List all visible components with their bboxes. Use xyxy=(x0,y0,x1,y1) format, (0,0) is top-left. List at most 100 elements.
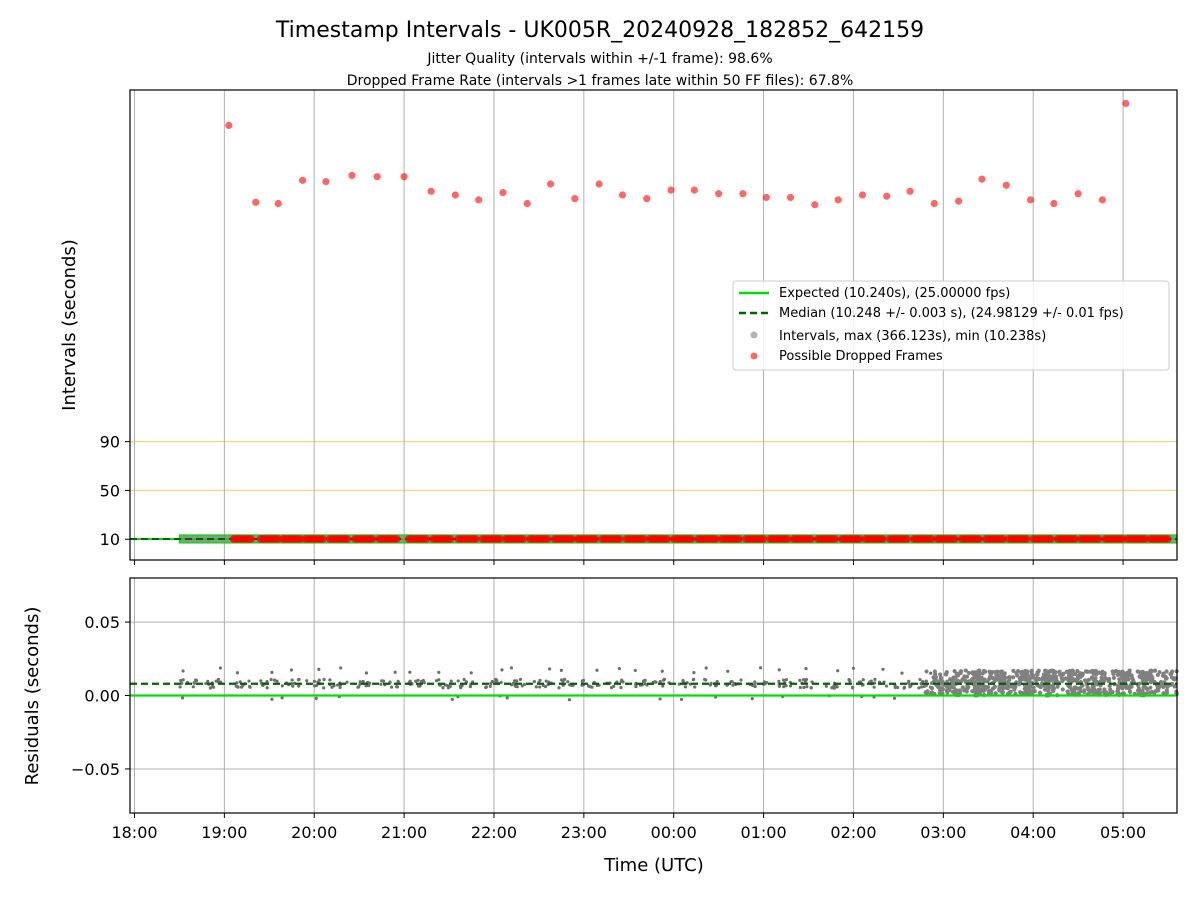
residual-point xyxy=(1050,683,1056,689)
residual-point xyxy=(777,668,781,672)
residual-point xyxy=(929,686,935,691)
chart-subtitle-jitter: Jitter Quality (intervals within +/-1 fr… xyxy=(426,51,772,67)
x-tick-label: 05:00 xyxy=(1100,823,1146,842)
residual-point xyxy=(1171,676,1176,681)
residual-point xyxy=(1161,671,1166,676)
residual-point xyxy=(952,690,957,695)
residual-point xyxy=(489,682,493,686)
dropped-frame-baseline-point xyxy=(615,535,624,543)
legend-intervals-swatch xyxy=(750,331,758,339)
legend-dropped-label: Possible Dropped Frames xyxy=(779,349,943,364)
residual-point xyxy=(448,684,452,689)
residual-point xyxy=(1164,676,1169,681)
dropped-frame-baseline-point xyxy=(1022,535,1031,543)
x-tick-label: 23:00 xyxy=(561,823,607,842)
residual-point xyxy=(345,680,349,684)
residual-point xyxy=(538,685,542,689)
residual-point xyxy=(361,679,365,684)
top-y-tick-label: 50 xyxy=(100,481,120,500)
dropped-frame-baseline-point xyxy=(319,535,327,543)
residual-point xyxy=(703,677,707,682)
bottom-y-axis-label: Residuals (seconds) xyxy=(22,607,43,786)
residual-point xyxy=(1119,672,1124,677)
dropped-frame-point xyxy=(690,186,698,194)
dropped-frame-baseline-point xyxy=(855,535,864,543)
dropped-frame-baseline-point xyxy=(831,535,840,543)
residual-point xyxy=(499,680,503,684)
residual-points xyxy=(178,666,1179,702)
residual-point xyxy=(1055,684,1060,689)
residual-point xyxy=(216,677,221,682)
residual-point xyxy=(851,666,856,670)
residual-point xyxy=(395,685,400,689)
residual-point xyxy=(938,677,943,682)
residual-point xyxy=(802,685,806,690)
residual-point xyxy=(753,684,757,689)
residual-point xyxy=(179,678,183,683)
residual-point xyxy=(660,669,664,673)
residual-point xyxy=(683,685,688,689)
residual-point xyxy=(681,678,685,683)
x-tick-label: 01:00 xyxy=(741,823,787,842)
x-tick-label: 03:00 xyxy=(920,823,966,842)
residual-point xyxy=(947,687,952,693)
residual-point xyxy=(532,680,537,684)
residual-point xyxy=(940,691,945,696)
residual-point xyxy=(1080,671,1085,676)
residual-point xyxy=(1161,684,1166,690)
residual-point xyxy=(1129,684,1134,689)
residual-point xyxy=(765,680,769,685)
dropped-frame-point xyxy=(595,180,603,188)
residual-point xyxy=(1005,686,1010,691)
x-tick-label: 02:00 xyxy=(830,823,876,842)
residual-point xyxy=(997,684,1002,689)
residual-point xyxy=(692,670,696,675)
residual-point xyxy=(1038,685,1043,690)
residual-point xyxy=(932,669,937,674)
residual-point xyxy=(972,683,978,688)
residual-point xyxy=(982,669,988,674)
dropped-frame-point xyxy=(883,192,891,200)
residual-point xyxy=(488,684,492,688)
legend: Expected (10.240s), (25.00000 fps) Media… xyxy=(732,280,1170,371)
residual-point xyxy=(393,670,397,674)
residual-point xyxy=(381,679,386,683)
dropped-frame-baseline-point xyxy=(568,535,576,543)
residual-point xyxy=(1168,671,1173,677)
residual-point xyxy=(1165,684,1170,689)
dropped-frame-point xyxy=(811,201,819,209)
residual-point xyxy=(590,685,594,689)
residual-point xyxy=(408,670,412,674)
residual-point xyxy=(986,685,991,690)
residual-point xyxy=(1072,690,1077,695)
dropped-frame-point xyxy=(348,171,356,180)
dropped-frame-point xyxy=(571,195,579,203)
residual-point xyxy=(358,680,362,684)
residual-point xyxy=(1096,687,1101,693)
dropped-frame-point xyxy=(978,175,986,183)
residual-point xyxy=(1027,688,1033,694)
residual-point xyxy=(976,670,982,676)
residual-point xyxy=(1143,677,1148,682)
residual-point xyxy=(938,672,943,677)
residual-point xyxy=(269,677,273,682)
x-tick-label: 22:00 xyxy=(471,823,517,842)
residual-point xyxy=(178,685,182,689)
residual-point xyxy=(561,678,565,683)
dropped-frame-baseline-point xyxy=(687,535,696,543)
residual-point xyxy=(181,678,185,682)
residual-point xyxy=(1044,669,1049,674)
residual-point xyxy=(750,697,754,701)
residual-point xyxy=(275,679,279,683)
residual-point xyxy=(548,667,552,671)
residual-point xyxy=(784,678,789,682)
residual-point xyxy=(559,668,563,672)
residual-point xyxy=(418,684,422,688)
dropped-frame-point xyxy=(618,191,627,199)
residual-point xyxy=(191,685,195,689)
residual-point xyxy=(619,685,623,690)
residual-point xyxy=(1083,669,1089,674)
residual-point xyxy=(962,674,967,679)
residual-point xyxy=(194,678,198,682)
dropped-frame-point xyxy=(834,196,842,204)
